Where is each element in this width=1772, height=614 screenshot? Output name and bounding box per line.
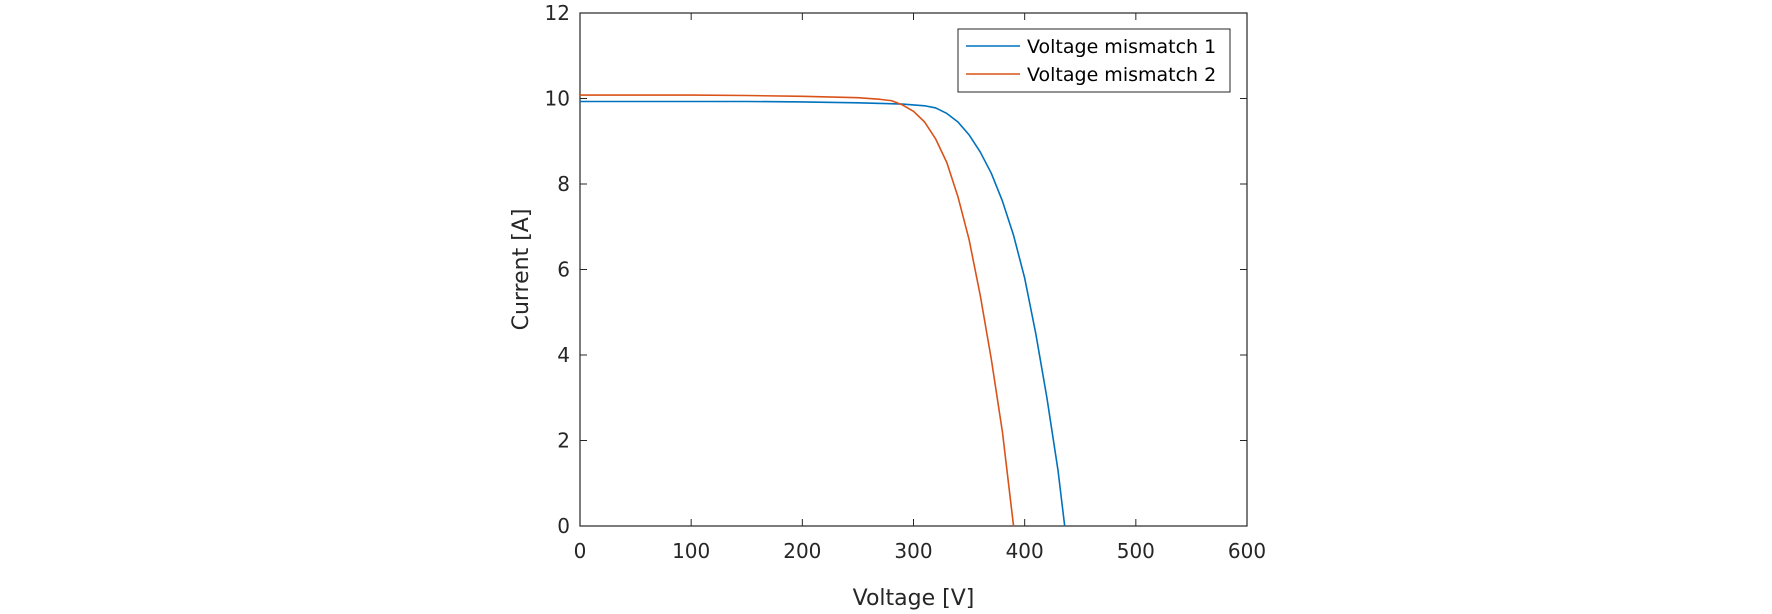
y-tick-label: 8 (557, 172, 570, 196)
y-tick-label: 0 (557, 514, 570, 538)
y-tick-label: 10 (545, 87, 570, 111)
legend-box (957, 28, 1231, 93)
x-tick-label: 400 (1006, 539, 1044, 563)
y-tick-label: 2 (557, 429, 570, 453)
y-tick-label: 4 (557, 343, 570, 367)
series-line-1 (580, 100, 1066, 527)
y-axis: 0 2 4 6 8 10 12 (545, 1, 1247, 538)
plot-area (579, 12, 1248, 527)
x-tick-label: 500 (1117, 539, 1155, 563)
legend-label-1: Voltage mismatch 1 (1027, 36, 1216, 58)
y-tick-label: 6 (557, 258, 570, 282)
x-axis: 0 100 200 300 400 500 600 (574, 13, 1266, 563)
x-tick-label: 100 (672, 539, 710, 563)
legend: Voltage mismatch 1 Voltage mismatch 2 (957, 28, 1231, 93)
x-axis-label: Voltage [V] (853, 586, 975, 611)
x-tick-label: 0 (574, 539, 587, 563)
y-axis-label: Current [A] (509, 209, 534, 331)
x-tick-label: 200 (783, 539, 821, 563)
y-tick-label: 12 (545, 1, 570, 25)
x-tick-label: 600 (1228, 539, 1266, 563)
series-line-2 (580, 94, 1015, 527)
legend-label-2: Voltage mismatch 2 (1027, 64, 1216, 86)
series-lines (580, 94, 1066, 527)
x-tick-label: 300 (894, 539, 932, 563)
